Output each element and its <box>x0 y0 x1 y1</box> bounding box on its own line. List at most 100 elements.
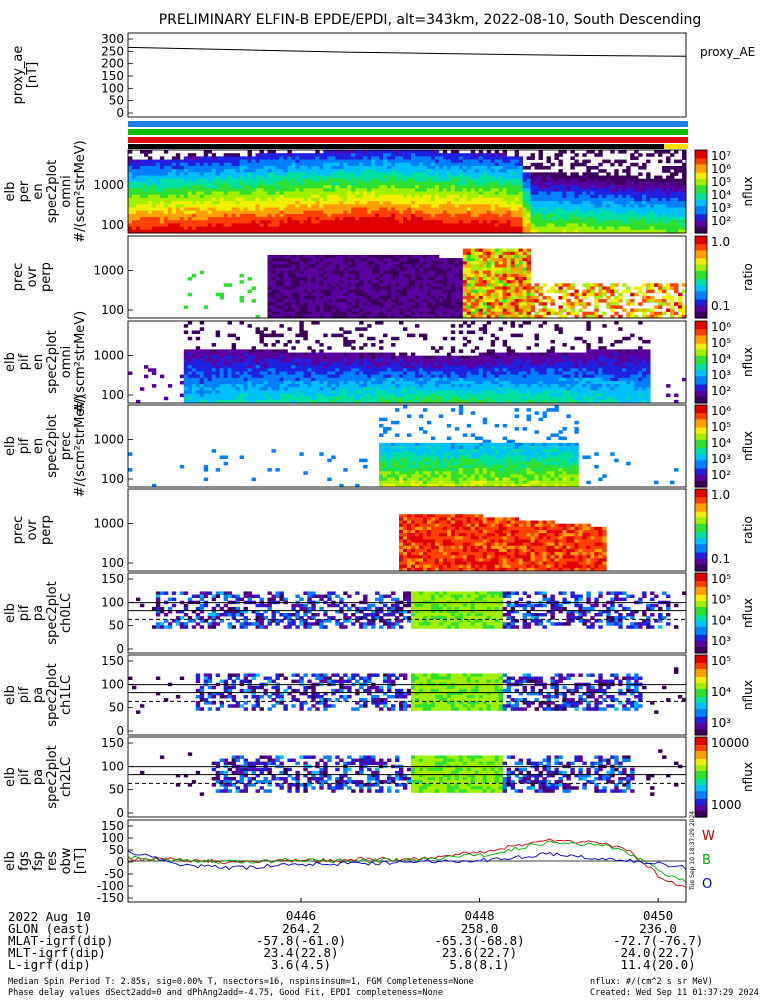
spectrogram-pixel <box>255 181 260 186</box>
spectrogram-pixel <box>654 181 659 186</box>
spectrogram-pixel <box>530 188 535 192</box>
spectrogram-pixel <box>283 181 288 186</box>
spectrogram-pixel <box>267 150 272 154</box>
spectrogram-pixel <box>211 153 217 157</box>
spectrogram-pixel <box>470 220 476 224</box>
spectrogram-pixel <box>355 213 360 218</box>
spectrogram-pixel <box>478 295 484 300</box>
spectrogram-pixel <box>163 226 169 231</box>
spectrogram-pixel <box>319 220 324 224</box>
spectrogram-pixel <box>486 283 492 287</box>
spectrogram-pixel <box>598 181 603 186</box>
spectrogram-pixel <box>410 305 416 309</box>
spectrogram-pixel <box>454 185 460 189</box>
spectrogram-pixel <box>355 302 360 306</box>
spectrogram-pixel <box>259 220 264 224</box>
spectrogram-pixel <box>426 194 432 199</box>
spectrogram-pixel <box>458 162 464 167</box>
spectrogram-pixel <box>554 207 559 212</box>
spectrogram-pixel <box>530 156 535 160</box>
spectrogram-pixel <box>215 188 221 192</box>
spectrogram-pixel <box>462 153 468 157</box>
spectrogram-pixel <box>227 201 233 205</box>
spectrogram-pixel <box>426 311 432 316</box>
spectrogram-pixel <box>279 178 284 183</box>
spectrogram-pixel <box>339 172 344 176</box>
spectrogram-pixel <box>662 181 667 186</box>
spectrogram-pixel <box>658 175 663 180</box>
spectrogram-pixel <box>662 178 667 183</box>
spectrogram-pixel <box>478 299 484 303</box>
spectrogram-pixel <box>271 159 276 164</box>
spectrogram-pixel <box>566 188 571 192</box>
spectrogram-pixel <box>514 223 519 228</box>
spectrogram-pixel <box>490 181 496 186</box>
y-axis-label: elb <box>3 182 18 202</box>
spectrogram-pixel <box>454 258 460 262</box>
spectrogram-pixel <box>251 204 256 208</box>
spectrogram-pixel <box>670 229 675 234</box>
spectrogram-pixel <box>490 191 496 196</box>
spectrogram-pixel <box>179 226 185 231</box>
spectrogram-pixel <box>403 175 408 180</box>
spectrogram-pixel <box>395 314 400 319</box>
spectrogram-pixel <box>355 267 360 272</box>
spectrogram-pixel <box>414 162 420 167</box>
spectrogram-pixel <box>518 169 523 173</box>
spectrogram-pixel <box>283 229 288 234</box>
spectrogram-pixel <box>371 197 376 202</box>
spectrogram-pixel <box>167 204 173 208</box>
spectrogram-pixel <box>502 150 508 154</box>
spectrogram-pixel <box>554 194 559 199</box>
spectrogram-pixel <box>462 277 468 281</box>
spectrogram-pixel <box>215 229 221 234</box>
spectrogram-pixel <box>510 286 516 291</box>
spectrogram-pixel <box>594 185 599 189</box>
spectrogram-pixel <box>128 191 133 196</box>
spectrogram-pixel <box>191 223 197 228</box>
spectrogram-pixel <box>371 270 376 275</box>
spectrogram-pixel <box>538 229 543 234</box>
spectrogram-pixel <box>630 185 635 189</box>
colorbar-segment <box>695 172 707 176</box>
spectrogram-pixel <box>542 204 547 208</box>
spectrogram-pixel <box>530 210 535 215</box>
spectrogram-pixel <box>650 188 655 192</box>
spectrogram-pixel <box>562 283 567 287</box>
spectrogram-pixel <box>391 150 396 154</box>
spectrogram-pixel <box>147 181 153 186</box>
spectrogram-pixel <box>335 267 340 272</box>
spectrogram-pixel <box>223 217 229 221</box>
spectrogram-pixel <box>462 305 468 309</box>
spectrogram-pixel <box>303 289 308 294</box>
spectrogram-pixel <box>470 248 476 253</box>
spectrogram-pixel <box>335 261 340 265</box>
spectrogram-pixel <box>562 175 567 180</box>
spectrogram-pixel <box>231 229 237 234</box>
spectrogram-pixel <box>147 178 153 183</box>
spectrogram-pixel <box>263 201 268 205</box>
spectrogram-pixel <box>375 283 380 287</box>
spectrogram-pixel <box>598 194 603 199</box>
spectrogram-pixel <box>287 289 292 294</box>
spectrogram-pixel <box>311 295 316 300</box>
spectrogram-pixel <box>614 159 619 164</box>
spectrogram-pixel <box>307 162 312 167</box>
spectrogram-pixel <box>199 223 205 228</box>
spectrogram-pixel <box>379 159 384 164</box>
spectrogram-pixel <box>434 311 440 316</box>
spectrogram-pixel <box>498 172 504 176</box>
y-tick-label: 100 <box>101 218 124 232</box>
spectrogram-pixel <box>618 292 623 297</box>
spectrogram-pixel <box>418 172 424 176</box>
spectrogram-pixel <box>291 201 296 205</box>
spectrogram-pixel <box>195 204 201 208</box>
spectrogram-pixel <box>331 314 336 319</box>
spectrogram-pixel <box>422 150 428 154</box>
spectrogram-pixel <box>514 188 519 192</box>
spectrogram-pixel <box>187 213 193 218</box>
spectrogram-pixel <box>502 267 508 272</box>
spectrogram-pixel <box>510 258 516 262</box>
spectrogram-pixel <box>367 172 372 176</box>
spectrogram-pixel <box>502 270 508 275</box>
